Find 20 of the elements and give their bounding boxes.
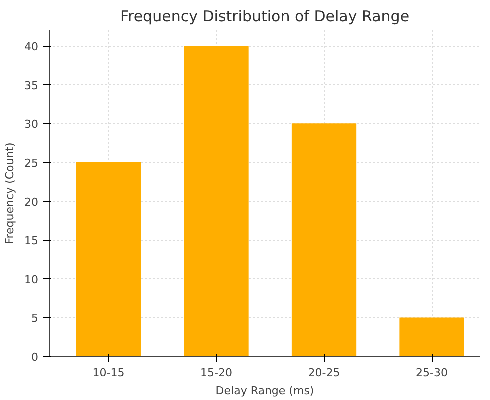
chart-title: Frequency Distribution of Delay Range <box>120 8 410 26</box>
x-tick-label: 10-15 <box>92 366 125 380</box>
y-tick-label: 20 <box>24 196 39 209</box>
x-axis-title: Delay Range (ms) <box>216 384 314 398</box>
y-tick-label: 15 <box>24 234 39 248</box>
y-tick-label: 0 <box>32 351 38 364</box>
x-tick-label: 25-30 <box>416 366 448 380</box>
y-tick-label: 25 <box>24 156 39 170</box>
bar <box>400 318 464 356</box>
x-tick-label: 15-20 <box>200 366 232 380</box>
y-tick-label: 40 <box>24 40 39 54</box>
y-tick-label: 35 <box>24 79 39 92</box>
bar <box>292 124 357 356</box>
y-tick-label: 5 <box>32 312 38 326</box>
y-tick-label: 30 <box>24 118 39 132</box>
x-tick-label: 20-25 <box>308 366 340 380</box>
bar <box>184 46 249 356</box>
y-tick-label: 10 <box>24 273 39 286</box>
bar <box>76 162 142 356</box>
y-axis-title: Frequency (Count) <box>4 142 17 244</box>
